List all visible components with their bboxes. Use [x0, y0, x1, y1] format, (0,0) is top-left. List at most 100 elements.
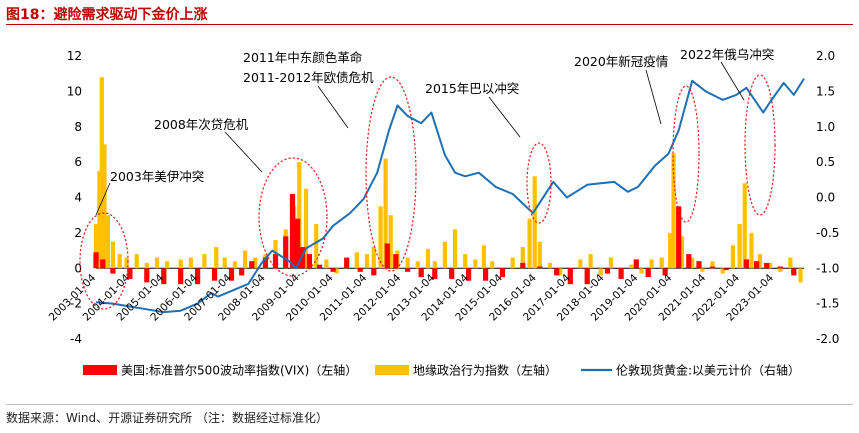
gpr-bar	[749, 232, 754, 269]
gpr-bar	[659, 257, 664, 269]
right-axis-tick: -2.0	[816, 332, 839, 346]
vix-bar	[537, 266, 543, 269]
left-axis-tick: 2	[74, 226, 82, 240]
gpr-bar	[102, 144, 107, 269]
gpr-bar	[354, 252, 359, 269]
gpr-bar	[214, 247, 219, 269]
gpr-bar	[388, 215, 393, 269]
right-axis-tick: 0.5	[816, 155, 835, 169]
vix-bar	[633, 259, 639, 269]
gpr-bar	[742, 183, 747, 269]
vix-bar	[357, 268, 363, 272]
vix-bar	[161, 268, 167, 285]
gpr-bar	[757, 254, 763, 269]
vix-bar	[499, 268, 506, 278]
vix-bar	[466, 268, 472, 281]
gpr-bar	[558, 268, 563, 276]
event-leader-line	[317, 85, 349, 129]
event-label: 2011年中东颜色革命	[243, 50, 363, 65]
gpr-bar	[768, 262, 773, 269]
vix-bar	[604, 268, 611, 274]
vix-bar	[330, 268, 336, 272]
gpr-bar	[364, 254, 370, 269]
left-axis-tick: -4	[70, 332, 82, 346]
right-axis-ticks: 2.0 1.5 1.0 0.5 0.0 -0.5 -1.0 -1.5 -2.0	[816, 49, 839, 346]
vix-bar	[262, 257, 268, 269]
vix-bar	[662, 268, 668, 276]
figure-title: 图18：避险需求驱动下金价上涨	[6, 7, 208, 23]
vix-bar	[686, 254, 692, 269]
vix-bar	[743, 259, 749, 269]
vix-bar	[777, 266, 783, 269]
vix-bar	[393, 254, 399, 269]
gpr-bar	[154, 257, 160, 269]
legend-swatch-vix	[83, 365, 117, 375]
event-leader-line	[645, 69, 662, 125]
gpr-bar	[463, 254, 468, 269]
legend-label-gpr: 地缘政治行为指数（左轴）	[413, 363, 557, 378]
legend-label-vix: 美国:标准普尔500波动率指数(VIX)（左轴）	[121, 363, 357, 378]
legend: 美国:标准普尔500波动率指数(VIX)（左轴） 地缘政治行为指数（左轴） 伦敦现货…	[83, 363, 800, 378]
gpr-bar	[668, 232, 673, 269]
gold-price-line	[95, 78, 805, 314]
event-leader-line	[224, 131, 263, 173]
event-ellipse	[258, 157, 328, 277]
gpr-bar	[481, 245, 486, 269]
left-axis-tick: 6	[74, 155, 82, 169]
gpr-bar	[97, 171, 102, 269]
gpr-bar	[273, 239, 278, 269]
gpr-bar	[598, 268, 603, 276]
gpr-bar	[720, 268, 725, 274]
vix-bar	[384, 243, 390, 269]
right-axis-tick: 1.5	[816, 84, 835, 98]
vix-bar	[93, 252, 99, 269]
gpr-bar	[99, 77, 104, 269]
gold-price-line-layer	[95, 78, 805, 314]
right-axis-tick: 1.0	[816, 120, 835, 134]
legend-label-gold: 伦敦现货黄金:以美元计价（右轴）	[616, 363, 800, 378]
gpr-bar	[690, 257, 695, 269]
vix-bar	[645, 268, 651, 278]
gpr-bar	[405, 257, 410, 269]
left-axis-tick: 12	[67, 49, 82, 63]
left-axis-tick: 0	[74, 261, 82, 275]
gpr-bar	[537, 241, 542, 269]
vix-bar	[239, 268, 245, 276]
vix-bar	[306, 254, 312, 269]
vix-bar	[483, 268, 489, 281]
vix-bar	[567, 268, 573, 285]
vix-bar	[144, 268, 150, 283]
gpr-bar	[105, 215, 110, 269]
event-leader-line	[720, 61, 745, 101]
gpr-bar	[608, 257, 613, 269]
gpr-bar	[303, 188, 309, 269]
gpr-bar	[188, 257, 193, 269]
right-axis-tick: -1.0	[816, 261, 839, 275]
source-note: 数据来源：Wind、开源证券研究所 （注：数据经过标准化）	[6, 411, 328, 425]
vix-bar	[554, 268, 560, 276]
vix-bar	[371, 268, 377, 276]
gpr-bar	[124, 257, 129, 269]
title-rule	[6, 24, 853, 25]
gpr-bar	[93, 224, 99, 269]
gpr-bar	[588, 254, 593, 269]
gpr-bar	[510, 257, 515, 269]
vix-bar	[754, 261, 760, 269]
vix-bar	[195, 268, 201, 285]
left-axis-ticks: 12 10 8 6 4 2 0 -2 -4	[67, 49, 82, 346]
vix-bar	[791, 268, 797, 276]
vix-bar	[344, 257, 350, 269]
vix-bar	[249, 261, 255, 269]
vix-bar	[676, 206, 682, 269]
vix-bar	[764, 262, 770, 269]
gpr-bar	[730, 245, 735, 269]
gpr-bar	[110, 241, 115, 269]
right-axis-tick: 2.0	[816, 49, 835, 63]
gpr-bar	[178, 259, 183, 269]
gpr-bar	[798, 268, 803, 283]
gpr-bar	[314, 224, 319, 269]
vix-bar	[709, 266, 716, 269]
vix-bar	[295, 218, 301, 269]
footer-rule	[6, 404, 853, 405]
